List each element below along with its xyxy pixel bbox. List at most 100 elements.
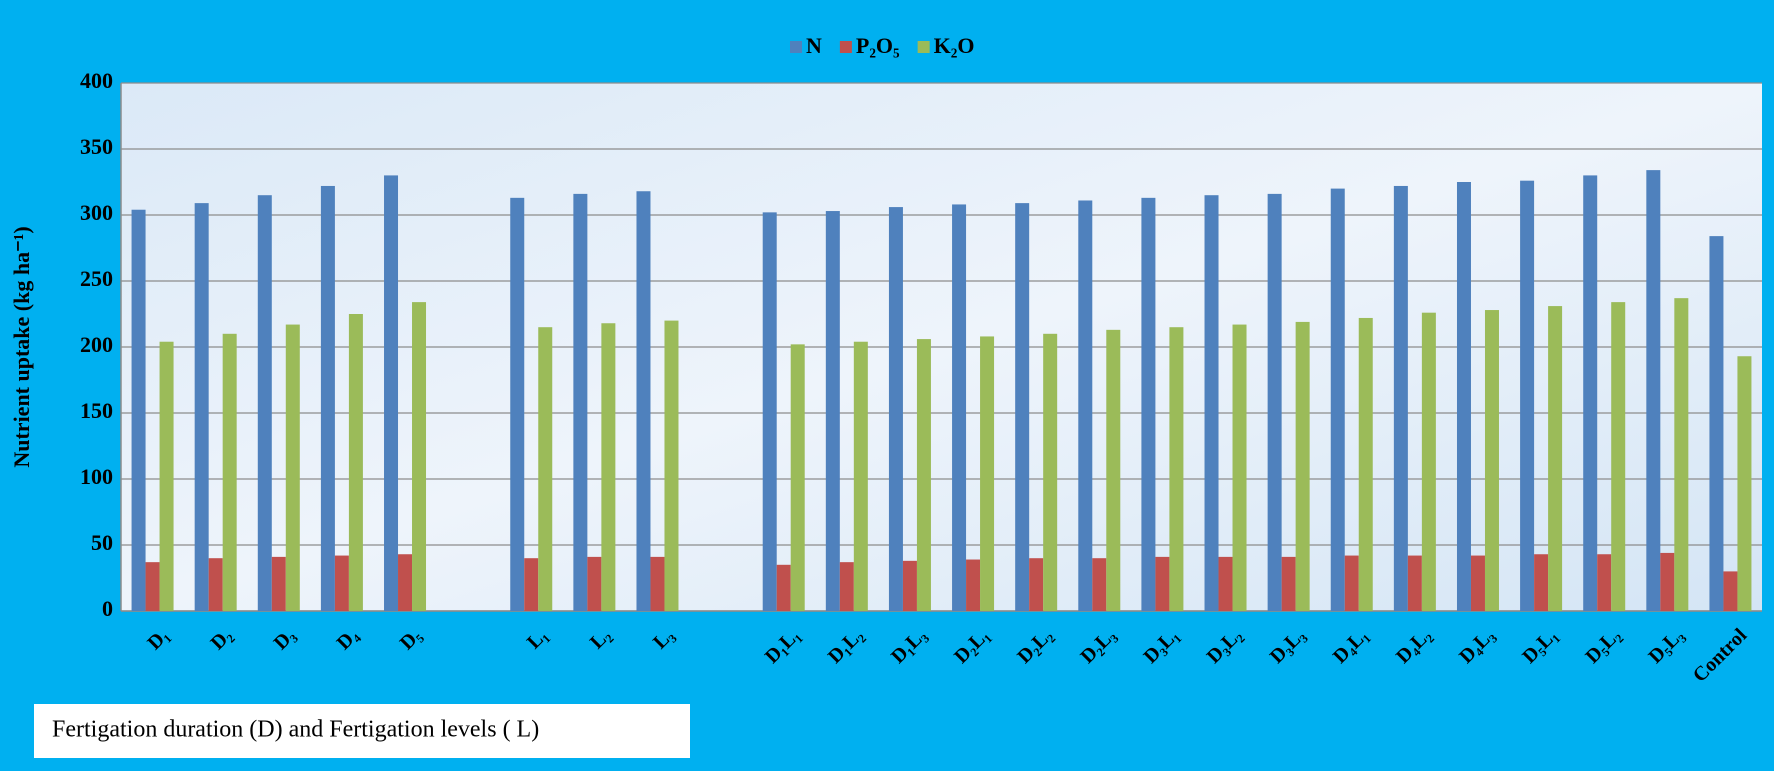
x-tick-label: D₁L₃ bbox=[887, 624, 931, 668]
x-tick-label: D₃L₁ bbox=[1140, 624, 1184, 668]
bar bbox=[601, 323, 616, 611]
x-tick-label: D₅L₃ bbox=[1644, 624, 1688, 668]
x-tick-label: L₂ bbox=[586, 624, 615, 653]
bar bbox=[1204, 195, 1219, 611]
x-tick-label: D₃ bbox=[270, 624, 300, 654]
bar bbox=[1520, 180, 1535, 611]
x-tick-label: D₁L₁ bbox=[761, 624, 805, 668]
bar bbox=[131, 209, 146, 611]
y-tick-label: 350 bbox=[80, 134, 113, 159]
bar bbox=[1393, 185, 1408, 611]
x-tick-label: D₄L₃ bbox=[1455, 624, 1499, 668]
bar bbox=[1281, 556, 1296, 611]
bar bbox=[1015, 203, 1030, 611]
bar bbox=[1155, 556, 1170, 611]
bar bbox=[573, 193, 588, 611]
bar bbox=[1043, 333, 1058, 611]
x-tick-label: D₅L₂ bbox=[1581, 624, 1625, 668]
bar bbox=[1611, 302, 1626, 611]
x-title-box bbox=[34, 704, 690, 758]
y-tick-label: 0 bbox=[102, 596, 113, 621]
bar bbox=[524, 558, 539, 611]
bar bbox=[1723, 571, 1738, 611]
bar bbox=[271, 556, 286, 611]
bar bbox=[1737, 356, 1752, 611]
bar bbox=[145, 562, 160, 611]
bar bbox=[587, 556, 602, 611]
bar bbox=[320, 185, 335, 611]
bar bbox=[853, 341, 868, 611]
bar bbox=[1534, 554, 1549, 611]
y-tick-label: 50 bbox=[91, 530, 113, 555]
x-tick-label: Control bbox=[1689, 624, 1752, 687]
bar bbox=[790, 344, 805, 611]
bar bbox=[650, 556, 665, 611]
bar bbox=[384, 175, 399, 611]
x-tick-label: D₄L₂ bbox=[1392, 624, 1436, 668]
bar bbox=[1078, 200, 1093, 612]
bar bbox=[1646, 170, 1661, 611]
bar bbox=[1295, 321, 1310, 611]
bar bbox=[1484, 310, 1499, 611]
bar bbox=[1029, 558, 1044, 611]
y-tick-label: 200 bbox=[80, 332, 113, 357]
bar bbox=[285, 324, 300, 611]
legend-swatch bbox=[917, 41, 930, 53]
bar bbox=[1267, 193, 1282, 611]
bar bbox=[888, 207, 903, 611]
bar bbox=[1330, 188, 1345, 611]
bar bbox=[636, 191, 651, 612]
bar bbox=[1456, 182, 1471, 611]
y-tick-label: 150 bbox=[80, 398, 113, 423]
bar bbox=[1106, 329, 1121, 611]
legend-label: P₂O₅ bbox=[856, 33, 900, 58]
x-tick-label: D₅ bbox=[396, 624, 426, 654]
bar bbox=[762, 212, 777, 612]
bar bbox=[334, 555, 349, 611]
bar bbox=[194, 203, 209, 611]
x-tick-label: L₃ bbox=[649, 624, 678, 653]
x-tick-label: D₁L₂ bbox=[824, 624, 868, 668]
bar bbox=[1169, 327, 1184, 611]
bar bbox=[839, 562, 854, 611]
bar bbox=[510, 197, 525, 611]
legend-label: N bbox=[806, 33, 822, 58]
bar bbox=[1141, 197, 1156, 611]
bar bbox=[538, 327, 553, 611]
bar bbox=[1344, 555, 1359, 611]
x-tick-label: D₁ bbox=[143, 624, 173, 654]
bar bbox=[902, 560, 917, 611]
legend-swatch bbox=[790, 41, 802, 53]
bar bbox=[1583, 175, 1598, 611]
bar bbox=[1709, 236, 1724, 611]
y-tick-label: 300 bbox=[80, 200, 113, 225]
bar bbox=[348, 314, 363, 611]
bar bbox=[1421, 312, 1436, 611]
bar bbox=[825, 211, 840, 612]
bar bbox=[776, 564, 791, 611]
bar bbox=[1597, 554, 1612, 611]
x-tick-label: D₃L₃ bbox=[1266, 624, 1310, 668]
bar bbox=[1674, 298, 1689, 611]
y-axis-title: Nutrient uptake (kg ha⁻¹) bbox=[9, 226, 34, 467]
bar bbox=[208, 558, 223, 611]
bar bbox=[1218, 556, 1233, 611]
legend-swatch bbox=[839, 41, 852, 53]
bar bbox=[398, 554, 413, 611]
bar bbox=[159, 341, 174, 611]
x-tick-label: L₁ bbox=[523, 624, 552, 653]
x-axis-title: Fertigation duration (D) and Fertigation… bbox=[52, 717, 539, 743]
y-tick-label: 100 bbox=[80, 464, 113, 489]
bar bbox=[952, 204, 967, 611]
x-tick-label: D₂ bbox=[206, 624, 236, 654]
x-tick-label: D₄ bbox=[333, 624, 363, 654]
y-tick-label: 250 bbox=[80, 266, 113, 291]
bar bbox=[916, 339, 931, 611]
bar bbox=[1407, 555, 1422, 611]
bar bbox=[1470, 555, 1485, 611]
x-tick-label: D₅L₁ bbox=[1518, 624, 1562, 668]
bar bbox=[412, 302, 427, 611]
bar bbox=[1548, 306, 1563, 611]
